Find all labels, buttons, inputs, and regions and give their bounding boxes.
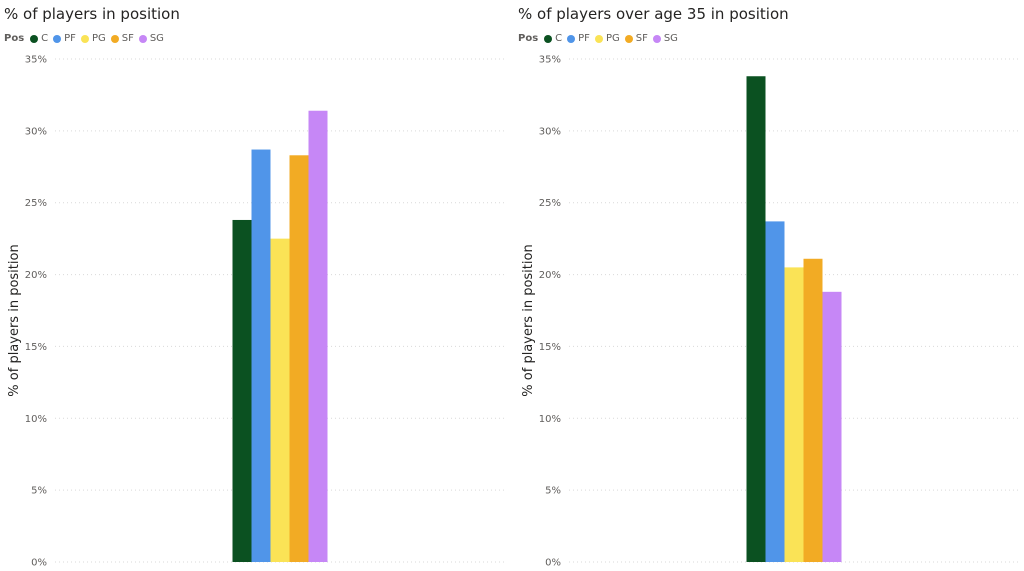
legend-item-sg[interactable]: SG [652,33,678,44]
chart-panel-over-35: % of players over age 35 in position Pos… [514,0,1024,571]
bar-sg[interactable] [308,110,328,562]
y-tick-label: 15% [25,342,47,353]
legend-label: PG [605,33,620,44]
y-tick-label: 10% [25,414,47,425]
legend-item-sg[interactable]: SG [138,33,164,44]
bar-pf[interactable] [251,149,271,563]
legend-dot-icon [30,34,39,43]
legend-dot-icon [594,34,603,43]
legend: Pos C PF PG SF SG [4,33,169,44]
y-tick-label: 30% [539,126,561,137]
y-tick-label: 5% [31,486,47,497]
chart-panel-positions: % of players in position Pos C PF PG SF SG 0… [4,5,505,569]
bar-pg[interactable] [270,238,290,562]
y-tick-label: 15% [539,342,561,353]
y-tick-label: 20% [539,270,561,281]
y-tick-label: 5% [545,486,561,497]
legend-label: SG [663,33,678,44]
legend-dot-icon [652,34,661,43]
legend-item-sf[interactable]: SF [624,33,648,44]
y-tick-label: 35% [539,55,561,66]
y-tick-label: 30% [25,126,47,137]
legend-label: PG [91,33,106,44]
chart-title: % of players over age 35 in position [518,5,789,23]
legend-item-pf[interactable]: PF [53,33,76,44]
y-tick-label: 10% [539,414,561,425]
legend-dot-icon [544,34,553,43]
legend-title: Pos [518,33,539,44]
bar-sg[interactable] [822,291,842,562]
bar-pf[interactable] [765,221,785,562]
bar-sf[interactable] [803,258,823,562]
y-tick-label: 0% [31,558,47,569]
legend-dot-icon [110,34,119,43]
bar-sf[interactable] [289,155,309,562]
legend-label: PF [578,33,590,44]
legend-item-pf[interactable]: PF [567,33,590,44]
bar-chart: 0% 5% 10% 15% 20% 25% 30% 35% % of players in po… [7,55,505,569]
y-tick-label: 25% [25,198,47,209]
y-axis-title: % of players in position [521,244,536,396]
bar-chart: 0% 5% 10% 15% 20% 25% 30% 35% % of players in po… [521,55,1019,569]
y-tick-label: 35% [25,55,47,66]
legend-item-sf[interactable]: SF [110,33,134,44]
legend-items: C PF PG SF SG [30,33,169,44]
legend: Pos C PF PG SF SG [518,33,683,44]
legend-items: C PF PG SF SG [544,33,683,44]
legend-dot-icon [624,34,633,43]
y-tick-label: 0% [545,558,561,569]
bar-c[interactable] [746,76,766,562]
legend-item-c[interactable]: C [544,33,562,44]
y-axis-title: % of players in position [7,244,22,396]
legend-title: Pos [4,33,25,44]
legend-item-c[interactable]: C [30,33,48,44]
y-tick-label: 20% [25,270,47,281]
legend-dot-icon [138,34,147,43]
bar-pg[interactable] [784,267,804,562]
legend-item-pg[interactable]: PG [80,33,106,44]
legend-label: PF [64,33,76,44]
legend-label: SF [635,33,648,44]
y-tick-label: 25% [539,198,561,209]
legend-label: C [555,33,563,44]
legend-dot-icon [567,34,576,43]
bar-c[interactable] [232,219,252,562]
chart-title: % of players in position [4,5,180,23]
legend-label: C [41,33,49,44]
legend-item-pg[interactable]: PG [594,33,620,44]
legend-label: SG [149,33,164,44]
legend-label: SF [121,33,134,44]
legend-dot-icon [80,34,89,43]
legend-dot-icon [53,34,62,43]
